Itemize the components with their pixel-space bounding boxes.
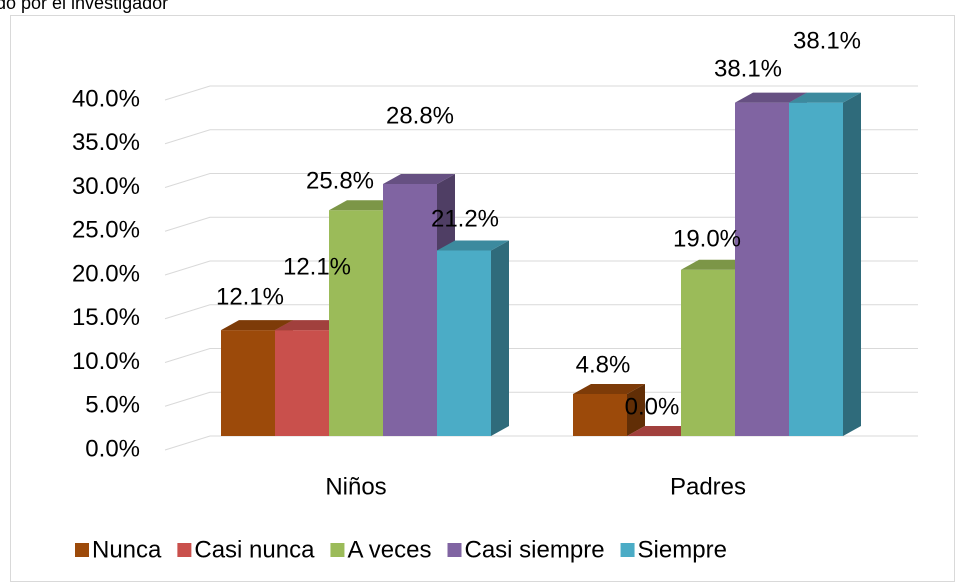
y-tick-label: 0.0% [85, 435, 140, 462]
data-label: 28.8% [386, 102, 454, 129]
legend-swatch [447, 543, 462, 557]
legend-label: Siempre [638, 536, 727, 563]
legend-swatch [75, 543, 89, 557]
data-label: 12.1% [283, 253, 351, 280]
data-label: 12.1% [216, 283, 284, 310]
bar [329, 210, 383, 436]
bar [735, 102, 789, 436]
bar [221, 330, 275, 436]
y-tick-label: 40.0% [72, 85, 140, 112]
bar [437, 250, 491, 436]
y-tick-label: 10.0% [72, 348, 140, 375]
bar-top [437, 240, 509, 251]
bar-top [789, 92, 861, 103]
y-tick-label: 35.0% [72, 129, 140, 156]
data-label: 0.0% [625, 393, 680, 420]
x-tick-label: Niños [325, 473, 386, 500]
y-tick-label: 30.0% [72, 173, 140, 200]
data-label: 19.0% [673, 225, 741, 252]
data-label: 21.2% [431, 205, 499, 232]
y-tick-label: 15.0% [72, 304, 140, 331]
bar-side [843, 92, 861, 436]
bar-top [221, 320, 293, 331]
chart-border [10, 15, 955, 582]
bar [383, 184, 437, 436]
grid-line [164, 173, 918, 188]
grid-line [164, 129, 918, 145]
bar [275, 330, 329, 436]
legend-swatch [177, 543, 192, 557]
legend-label: Casi nunca [194, 536, 315, 563]
bar-top [735, 92, 807, 103]
y-tick-label: 5.0% [85, 392, 140, 419]
x-tick-label: Padres [670, 473, 746, 500]
grid-line [164, 85, 918, 101]
legend-label: Nunca [92, 536, 162, 563]
legend-label: A veces [347, 536, 431, 563]
bar-side [627, 384, 645, 436]
grid-line [164, 216, 918, 232]
caption: do por el investigador [0, 0, 168, 13]
y-tick-label: 20.0% [72, 260, 140, 287]
legend-swatch [620, 543, 635, 557]
data-label: 4.8% [576, 351, 631, 378]
bar-side [491, 240, 509, 436]
data-label: 25.8% [306, 167, 374, 194]
legend-label: Casi siempre [465, 536, 605, 563]
bar-top [573, 384, 645, 394]
legend-swatch [330, 543, 345, 557]
bar [573, 394, 627, 436]
bar [681, 269, 735, 436]
y-tick-label: 25.0% [72, 217, 140, 244]
grid-line [164, 260, 918, 276]
bar-top [383, 174, 455, 184]
grid-line [164, 435, 918, 451]
bar [789, 102, 843, 436]
data-label: 38.1% [714, 55, 782, 82]
data-label: 38.1% [793, 27, 861, 54]
